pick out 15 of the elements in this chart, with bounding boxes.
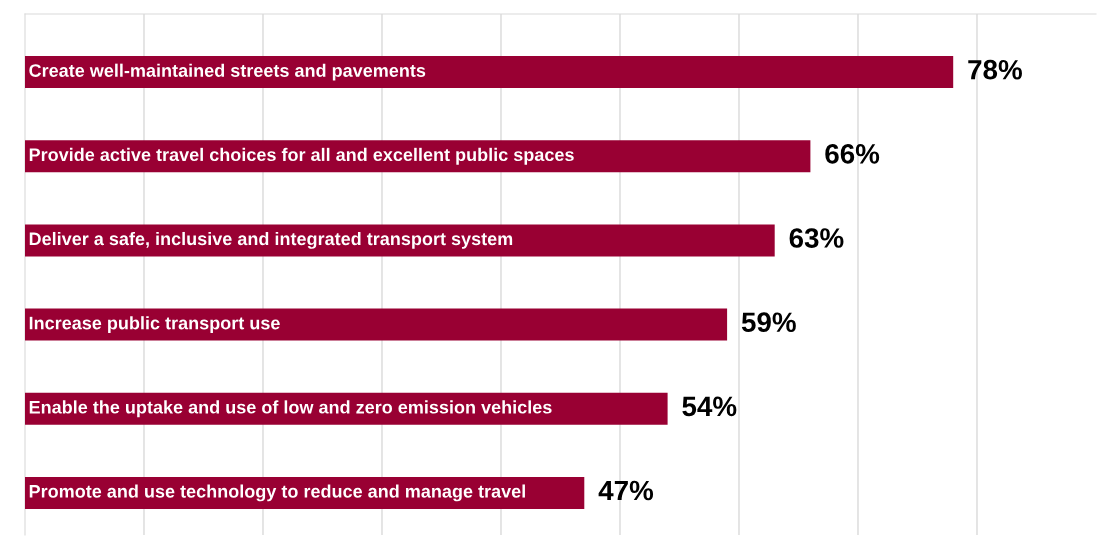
data-label: 47% (598, 480, 654, 501)
data-label: 78% (968, 59, 1022, 80)
bar (25, 308, 728, 341)
y-tick-label: Deliver a safe, inclusive and integrated transport system (29, 231, 513, 249)
y-tick-label: Create well-maintained streets and pavements (29, 63, 426, 81)
bar (25, 56, 954, 89)
y-tick-label: Increase public transport use (29, 316, 280, 333)
data-label: 63% (789, 228, 844, 248)
y-tick-label: Enable the uptake and use of low and zero emission vehicles (29, 400, 552, 418)
y-tick-label: Promote and use technology to reduce and manage travel (29, 484, 525, 502)
data-label: 54% (682, 396, 737, 417)
bar (25, 224, 775, 257)
data-label: 66% (825, 144, 880, 164)
data-label: 59% (741, 312, 796, 333)
y-tick-label: Provide active travel choices for all and excellent public spaces (29, 147, 574, 165)
